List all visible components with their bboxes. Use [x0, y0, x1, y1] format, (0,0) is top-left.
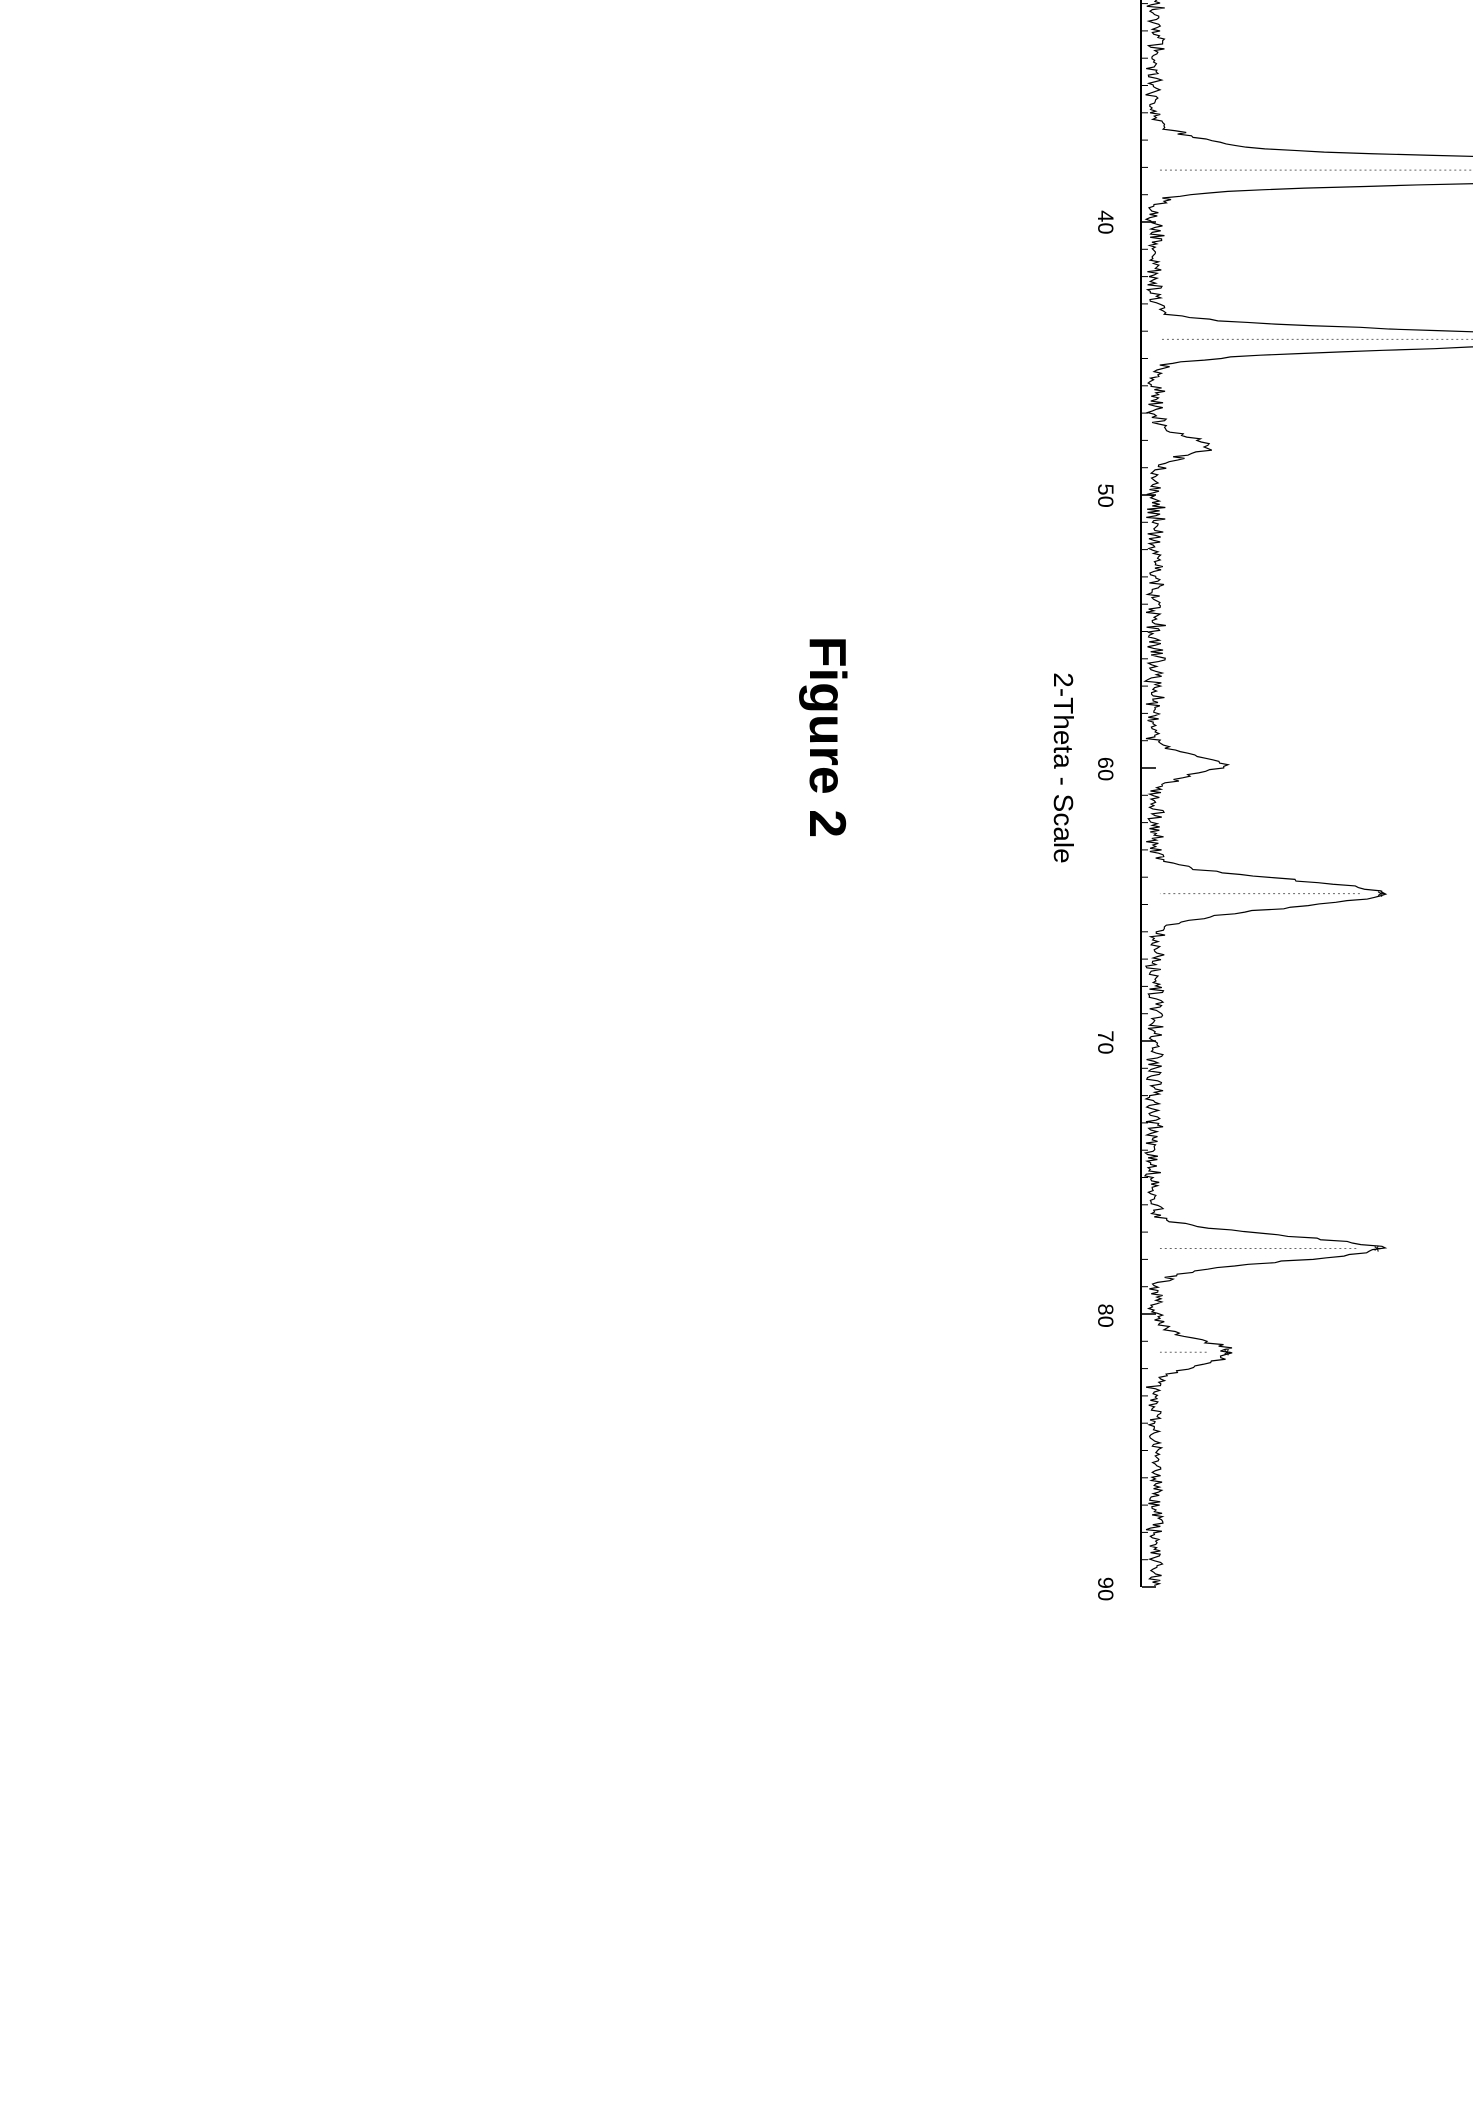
xrd-spectrum: ##*** — [1142, 0, 1473, 1587]
figure-caption: Figure 2 — [797, 635, 857, 837]
svg-text:*: * — [1214, 1348, 1234, 1355]
x-tick-label: 80 — [1092, 1303, 1118, 1327]
x-tick-label: 50 — [1092, 483, 1118, 507]
svg-text:*: * — [1364, 1244, 1384, 1251]
plot-wrapper: Lin (Counts) ##*** 2-Theta - Scale 30405… — [1050, 0, 1473, 1617]
x-tick-label: 60 — [1092, 756, 1118, 780]
x-tick-label: 70 — [1092, 1030, 1118, 1054]
page-frame: Lin (Counts) ##*** 2-Theta - Scale 30405… — [60, 60, 1413, 2060]
rotated-chart-container: Lin (Counts) ##*** 2-Theta - Scale 30405… — [737, 0, 1473, 1737]
x-tick-label: 40 — [1092, 210, 1118, 234]
plot-area: ##*** 2-Theta - Scale 304050607080900100… — [1140, 0, 1473, 1587]
x-axis-label: 2-Theta - Scale — [1047, 672, 1079, 863]
svg-text:*: * — [1367, 890, 1387, 897]
x-tick-label: 90 — [1092, 1576, 1118, 1600]
